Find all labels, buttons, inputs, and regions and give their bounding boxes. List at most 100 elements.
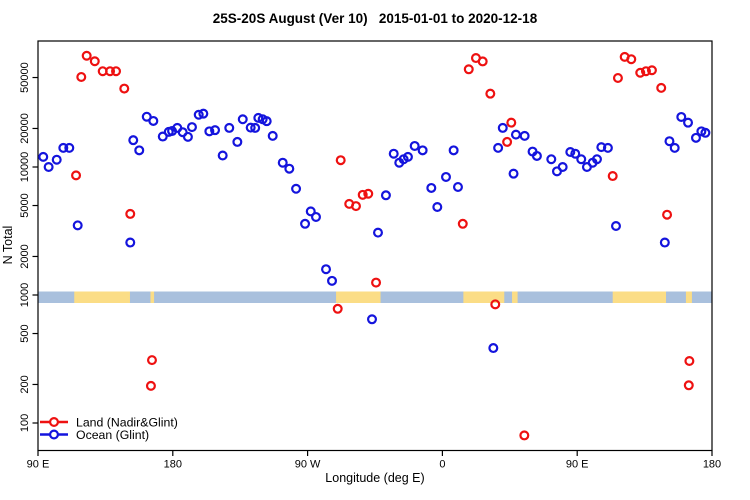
ocean-point <box>497 122 508 133</box>
ocean-point <box>210 125 221 136</box>
ocean-point <box>380 190 391 201</box>
ocean-point <box>284 163 295 174</box>
ocean-point <box>452 181 463 192</box>
ocean-point <box>43 162 54 173</box>
land-point <box>332 303 343 314</box>
x-tick-label: 90 W <box>295 459 321 471</box>
band-land-segment <box>463 291 505 303</box>
ocean-point <box>669 142 680 153</box>
ocean-point <box>519 130 530 141</box>
ocean-point <box>402 151 413 162</box>
land-point <box>457 218 468 229</box>
land-point <box>81 50 92 61</box>
land-point <box>357 189 368 200</box>
ocean-point <box>664 136 675 147</box>
band-land-segment <box>512 291 518 303</box>
y-tick-label: 2000 <box>19 244 31 268</box>
ocean-point <box>58 142 69 153</box>
ocean-point <box>237 114 248 125</box>
ocean-point <box>38 151 49 162</box>
ocean-point <box>261 116 272 127</box>
land-point <box>506 117 517 128</box>
ocean-point <box>367 314 378 325</box>
legend-land-marker-icon <box>48 417 59 428</box>
map-band <box>38 291 712 303</box>
ocean-point <box>204 126 215 137</box>
land-point <box>626 54 637 65</box>
land-point <box>105 66 116 77</box>
ocean-point <box>157 131 168 142</box>
legend-land-label: Land (Nadir&Glint) <box>76 416 178 430</box>
chart-title: 25S-20S August (Ver 10) 2015-01-01 to 20… <box>213 11 538 26</box>
legend: Land (Nadir&Glint) Ocean (Glint) <box>40 416 178 442</box>
ocean-point <box>300 218 311 229</box>
y-tick-label: 200 <box>19 375 31 393</box>
ocean-point <box>426 182 437 193</box>
ocean-point <box>676 111 687 122</box>
ocean-point <box>565 146 576 157</box>
land-point <box>612 72 623 83</box>
land-point <box>640 66 651 77</box>
land-point <box>145 380 156 391</box>
land-point <box>76 71 87 82</box>
y-tick-label: 5000 <box>19 193 31 217</box>
ocean-point <box>596 142 607 153</box>
ocean-point <box>388 148 399 159</box>
ocean-point <box>64 142 75 153</box>
ocean-point <box>305 206 316 217</box>
y-tick-label: 20000 <box>19 113 31 144</box>
ocean-point <box>217 150 228 161</box>
ocean-point <box>683 117 694 128</box>
land-point <box>146 355 157 366</box>
y-tick-label: 500 <box>19 324 31 342</box>
land-point <box>656 82 667 93</box>
land-point <box>125 208 136 219</box>
land-point <box>684 356 695 367</box>
ocean-point <box>570 148 581 159</box>
ocean-point <box>493 142 504 153</box>
ocean-point <box>409 140 420 151</box>
ocean-point <box>182 131 193 142</box>
ocean-point <box>372 227 383 238</box>
ocean-point <box>51 154 62 165</box>
land-point <box>335 155 346 166</box>
band-land-segment <box>150 291 155 303</box>
ocean-point <box>432 201 443 212</box>
ocean-point <box>448 145 459 156</box>
plot-border <box>37 40 713 452</box>
ocean-point <box>510 129 521 140</box>
y-tick-label: 50000 <box>19 62 31 93</box>
x-axis-title: Longitude (deg E) <box>325 471 424 485</box>
ocean-point <box>546 154 557 165</box>
ocean-point <box>700 127 711 138</box>
land-point <box>485 88 496 99</box>
ocean-point <box>72 220 83 231</box>
ocean-point <box>488 343 499 354</box>
ocean-point <box>417 145 428 156</box>
land-point <box>111 66 122 77</box>
ocean-point <box>193 109 204 120</box>
y-tick-label: 100 <box>19 414 31 432</box>
ocean-point <box>576 154 587 165</box>
ocean-point <box>440 171 451 182</box>
ocean-point <box>310 211 321 222</box>
ocean-point <box>557 162 568 173</box>
ocean-point <box>186 122 197 133</box>
ocean-point <box>224 122 235 133</box>
land-point <box>683 380 694 391</box>
ocean-point <box>531 150 542 161</box>
ocean-point <box>591 154 602 165</box>
ocean-point <box>267 130 278 141</box>
land-point <box>646 65 657 76</box>
land-point <box>350 201 361 212</box>
ocean-point <box>148 115 159 126</box>
ocean-point <box>245 122 256 133</box>
ocean-point <box>232 136 243 147</box>
ocean-point <box>690 132 701 143</box>
ocean-point <box>198 108 209 119</box>
ocean-point <box>508 168 519 179</box>
x-tick-label: 90 E <box>27 459 50 471</box>
y-axis-title: N Total <box>1 226 15 265</box>
